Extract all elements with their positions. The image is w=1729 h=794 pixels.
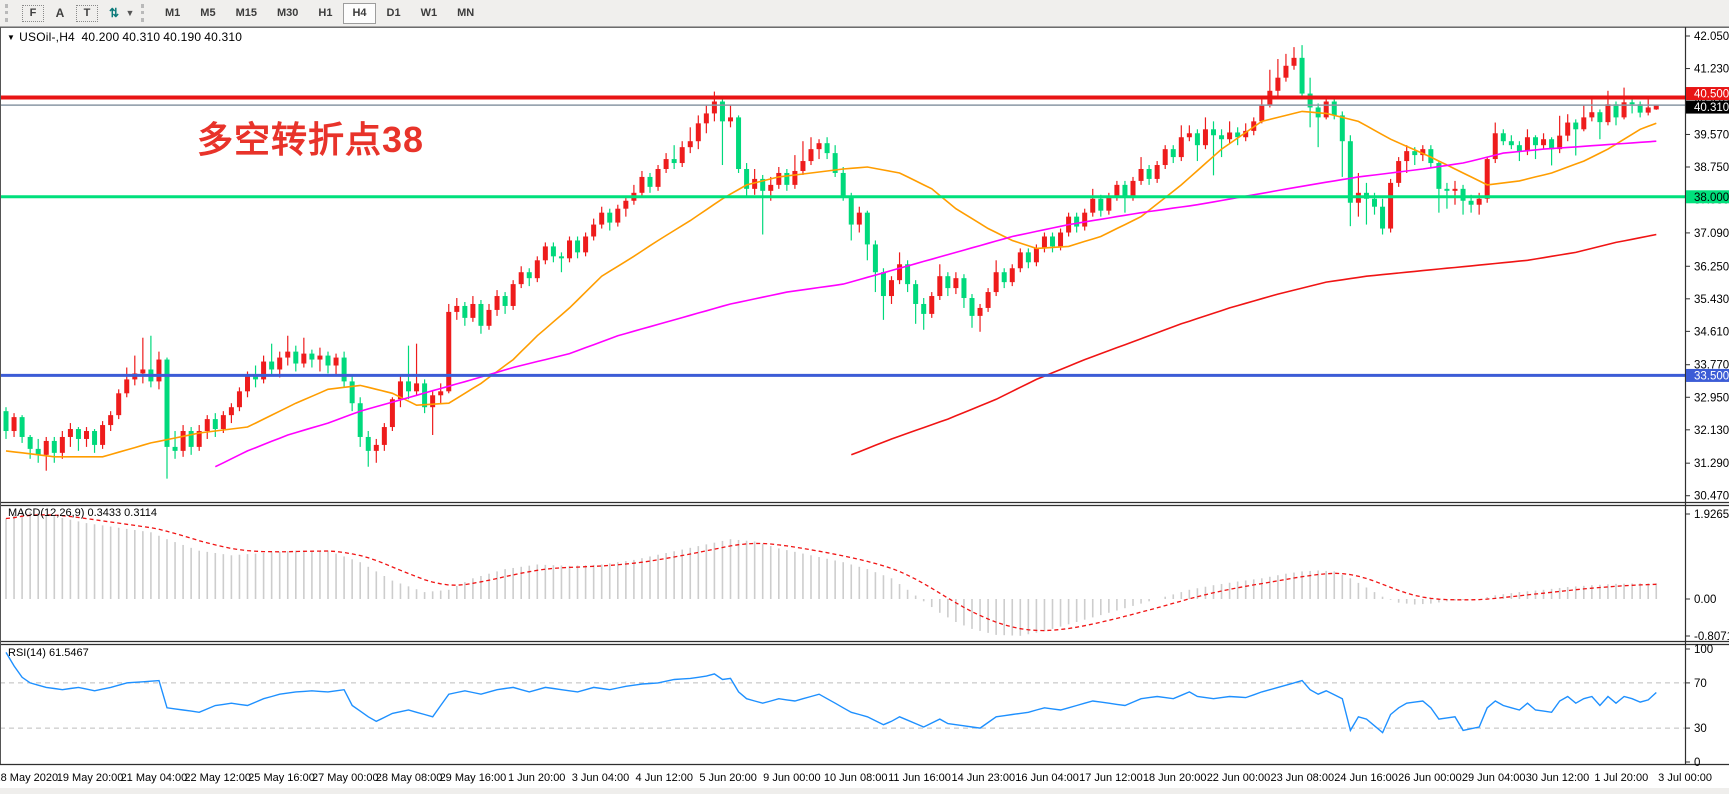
svg-text:37.090: 37.090 xyxy=(1694,228,1729,240)
svg-text:39.570: 39.570 xyxy=(1694,129,1729,141)
svg-text:4 Jun 12:00: 4 Jun 12:00 xyxy=(636,772,694,784)
ohlc-close: 40.310 xyxy=(204,30,243,44)
svg-text:9 Jun 00:00: 9 Jun 00:00 xyxy=(763,772,821,784)
timeframe-toolbar-drag-handle[interactable] xyxy=(141,4,148,22)
price-tag-40.500: 40.500 xyxy=(1686,87,1729,101)
price-tag-33.500: 33.500 xyxy=(1686,368,1729,382)
price-tag-40.310: 40.310 xyxy=(1686,100,1729,114)
tf-button-H4[interactable]: H4 xyxy=(343,2,376,24)
tf-button-M5[interactable]: M5 xyxy=(191,3,224,24)
macd-pane xyxy=(5,510,1658,636)
rsi-label: RSI(14) 61.5467 xyxy=(8,647,89,659)
svg-text:32.950: 32.950 xyxy=(1694,392,1729,404)
svg-text:11 Jun 16:00: 11 Jun 16:00 xyxy=(888,772,951,784)
rsi-pane xyxy=(0,652,1685,734)
svg-text:33.500: 33.500 xyxy=(1694,370,1729,382)
svg-text:3 Jul 00:00: 3 Jul 00:00 xyxy=(1658,772,1712,784)
tf-button-W1[interactable]: W1 xyxy=(412,3,447,24)
svg-text:21 May 04:00: 21 May 04:00 xyxy=(121,772,188,784)
svg-text:33.770: 33.770 xyxy=(1694,360,1729,372)
ma-slow-red xyxy=(851,233,1657,456)
svg-text:29 Jun 04:00: 29 Jun 04:00 xyxy=(1462,772,1526,784)
svg-text:10 Jun 08:00: 10 Jun 08:00 xyxy=(824,772,888,784)
svg-text:36.250: 36.250 xyxy=(1694,261,1729,273)
svg-text:32.130: 32.130 xyxy=(1694,425,1729,437)
ohlc-high: 40.310 xyxy=(122,30,161,44)
svg-text:30.470: 30.470 xyxy=(1694,491,1729,503)
svg-text:3 Jun 04:00: 3 Jun 04:00 xyxy=(572,772,630,784)
svg-text:23 Jun 08:00: 23 Jun 08:00 xyxy=(1270,772,1334,784)
svg-text:40.500: 40.500 xyxy=(1694,89,1729,101)
svg-text:14 Jun 23:00: 14 Jun 23:00 xyxy=(951,772,1015,784)
text-cursor-icon[interactable]: A xyxy=(55,6,65,20)
ma-fast-orange xyxy=(5,110,1657,458)
svg-text:35.430: 35.430 xyxy=(1694,294,1729,306)
svg-text:38.000: 38.000 xyxy=(1694,192,1729,204)
rsi-line xyxy=(5,652,1657,734)
ma-mid-magenta xyxy=(214,140,1657,468)
svg-text:27 May 00:00: 27 May 00:00 xyxy=(312,772,379,784)
svg-text:1 Jul 20:00: 1 Jul 20:00 xyxy=(1594,772,1648,784)
svg-text:34.610: 34.610 xyxy=(1694,326,1729,338)
svg-text:70: 70 xyxy=(1694,678,1707,690)
candles-layer xyxy=(3,45,1659,479)
chart-background xyxy=(0,27,1729,794)
svg-text:19 May 20:00: 19 May 20:00 xyxy=(57,772,124,784)
svg-text:18 May 2020: 18 May 2020 xyxy=(0,772,58,784)
chart-annotation-text: 多空转折点38 xyxy=(197,119,425,160)
svg-text:0.00: 0.00 xyxy=(1694,594,1716,606)
ohlc-low: 40.190 xyxy=(163,30,202,44)
svg-text:22 May 12:00: 22 May 12:00 xyxy=(184,772,251,784)
symbol-period-label: USOil-,H4 xyxy=(19,30,75,44)
svg-text:1.9265: 1.9265 xyxy=(1694,509,1729,521)
ohlc-open: 40.200 xyxy=(81,30,120,44)
svg-text:100: 100 xyxy=(1694,644,1713,656)
drawing-tools-group: F A T ⇅ ▼ xyxy=(19,4,138,22)
svg-text:22 Jun 00:00: 22 Jun 00:00 xyxy=(1207,772,1271,784)
properties-grid-icon[interactable]: F xyxy=(22,4,44,22)
toolbar-drag-handle[interactable] xyxy=(5,4,12,22)
svg-text:38.750: 38.750 xyxy=(1694,162,1729,174)
svg-text:0: 0 xyxy=(1694,757,1700,769)
collapse-triangle-icon[interactable]: ▼ xyxy=(7,33,16,42)
tf-button-D1[interactable]: D1 xyxy=(378,3,410,24)
svg-text:26 Jun 00:00: 26 Jun 00:00 xyxy=(1398,772,1462,784)
price-tag-38.000: 38.000 xyxy=(1686,190,1729,204)
window-bottom-strip xyxy=(0,788,1729,794)
tf-button-M15[interactable]: M15 xyxy=(227,3,266,24)
tf-button-MN[interactable]: MN xyxy=(448,3,483,24)
macd-label: MACD(12,26,9) 0.3433 0.3114 xyxy=(8,507,157,519)
svg-text:16 Jun 04:00: 16 Jun 04:00 xyxy=(1015,772,1079,784)
tf-button-M1[interactable]: M1 xyxy=(156,3,189,24)
svg-text:30 Jun 12:00: 30 Jun 12:00 xyxy=(1526,772,1590,784)
tf-button-H1[interactable]: H1 xyxy=(309,3,341,24)
deviation-arrows-icon[interactable]: ⇅ xyxy=(108,6,120,20)
svg-text:31.290: 31.290 xyxy=(1694,458,1729,470)
tf-button-M30[interactable]: M30 xyxy=(268,3,307,24)
svg-text:5 Jun 20:00: 5 Jun 20:00 xyxy=(699,772,757,784)
text-label-icon[interactable]: T xyxy=(76,4,98,22)
svg-text:18 Jun 20:00: 18 Jun 20:00 xyxy=(1143,772,1207,784)
dropdown-caret-icon[interactable]: ▼ xyxy=(125,8,135,18)
svg-text:25 May 16:00: 25 May 16:00 xyxy=(248,772,315,784)
svg-text:24 Jun 16:00: 24 Jun 16:00 xyxy=(1334,772,1398,784)
svg-text:1 Jun 20:00: 1 Jun 20:00 xyxy=(508,772,566,784)
svg-text:42.050: 42.050 xyxy=(1694,31,1729,43)
svg-text:28 May 08:00: 28 May 08:00 xyxy=(376,772,443,784)
svg-text:29 May 16:00: 29 May 16:00 xyxy=(440,772,507,784)
svg-text:17 Jun 12:00: 17 Jun 12:00 xyxy=(1079,772,1143,784)
toolbar: F A T ⇅ ▼ M1 M5 M15 M30 H1 H4 D1 W1 MN xyxy=(0,0,1729,27)
chart-title: ▼ USOil-,H4 40.200 40.310 40.190 40.310 xyxy=(7,30,245,44)
svg-text:30: 30 xyxy=(1694,723,1707,735)
timeframe-buttons-group: M1 M5 M15 M30 H1 H4 D1 W1 MN xyxy=(155,2,484,24)
svg-text:41.230: 41.230 xyxy=(1694,64,1729,76)
svg-text:40.310: 40.310 xyxy=(1694,102,1729,114)
